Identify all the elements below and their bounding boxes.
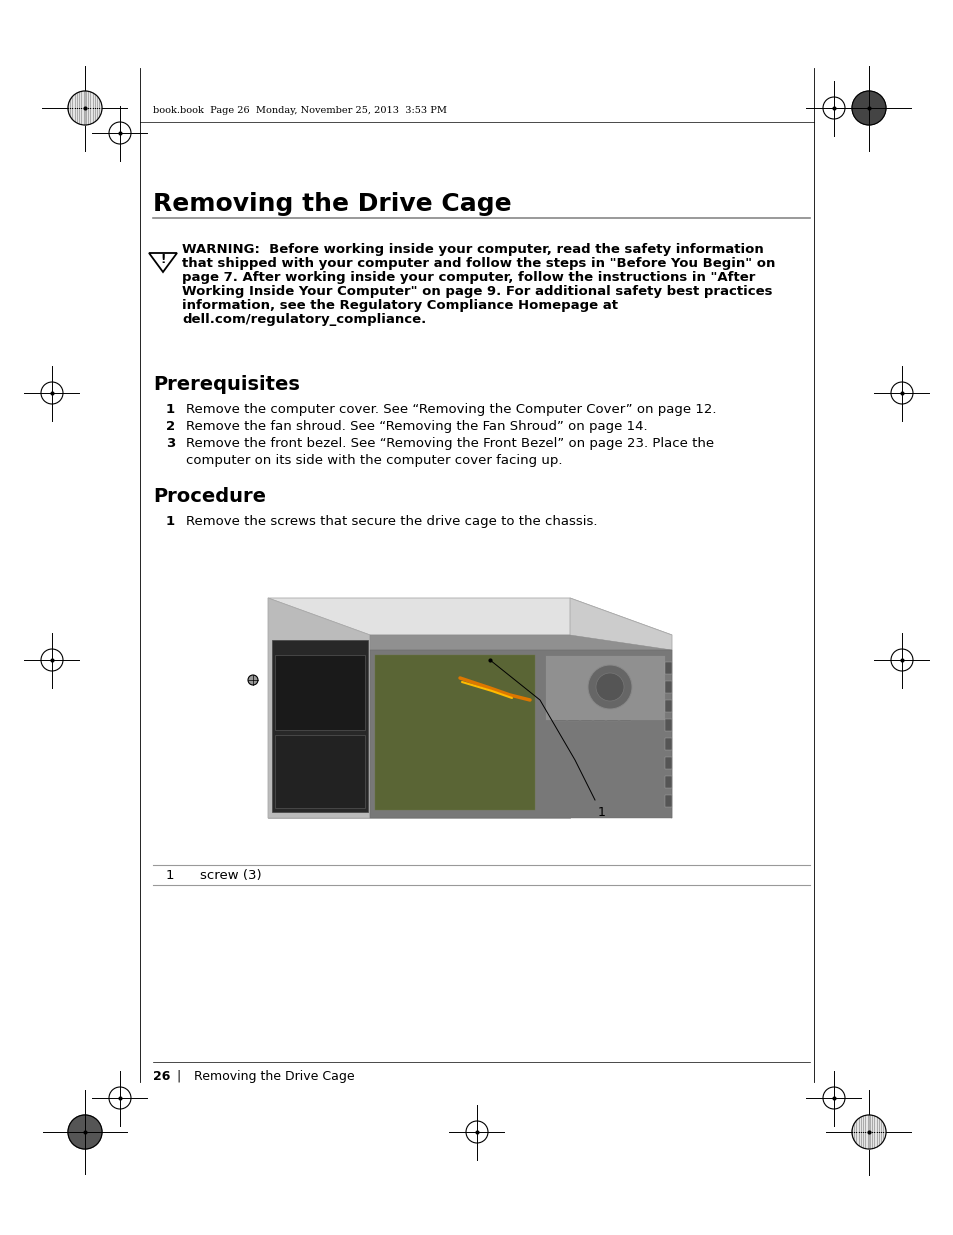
Polygon shape (544, 655, 664, 720)
Text: 1: 1 (166, 869, 174, 882)
Circle shape (851, 91, 885, 125)
Polygon shape (272, 640, 368, 811)
Bar (619, 710, 630, 721)
Bar (664, 680, 671, 693)
Bar (580, 697, 592, 708)
Text: Remove the front bezel. See “Removing the Front Bezel” on page 23. Place the: Remove the front bezel. See “Removing th… (186, 437, 714, 450)
Bar (567, 658, 578, 669)
Text: Remove the computer cover. See “Removing the Computer Cover” on page 12.: Remove the computer cover. See “Removing… (186, 403, 716, 416)
Text: 2: 2 (166, 420, 175, 433)
Text: dell.com/regulatory_compliance.: dell.com/regulatory_compliance. (182, 312, 426, 326)
Bar (594, 684, 604, 695)
Bar (619, 697, 630, 708)
Polygon shape (370, 650, 671, 818)
Text: |: | (175, 1070, 180, 1083)
Bar (594, 697, 604, 708)
Text: Removing the Drive Cage: Removing the Drive Cage (152, 191, 511, 216)
Bar (555, 671, 565, 682)
Bar (580, 671, 592, 682)
Text: page 7. After working inside your computer, follow the instructions in "After: page 7. After working inside your comput… (182, 270, 755, 284)
Polygon shape (268, 635, 569, 818)
Bar (606, 697, 618, 708)
Text: Remove the screws that secure the drive cage to the chassis.: Remove the screws that secure the drive … (186, 515, 597, 529)
Text: !: ! (160, 253, 166, 266)
Polygon shape (274, 735, 365, 808)
Bar (606, 671, 618, 682)
Bar (619, 671, 630, 682)
Bar (594, 671, 604, 682)
Polygon shape (851, 1115, 885, 1149)
Polygon shape (68, 91, 102, 125)
Polygon shape (268, 598, 671, 635)
Polygon shape (268, 598, 370, 818)
Text: information, see the Regulatory Compliance Homepage at: information, see the Regulatory Complian… (182, 299, 618, 312)
Circle shape (596, 673, 623, 701)
Bar (594, 710, 604, 721)
Circle shape (587, 664, 631, 709)
Bar (555, 658, 565, 669)
Text: screw (3): screw (3) (200, 869, 261, 882)
Text: 1: 1 (598, 806, 605, 819)
Bar (567, 710, 578, 721)
Bar (664, 739, 671, 750)
Circle shape (248, 676, 257, 685)
Bar (606, 658, 618, 669)
Bar (580, 684, 592, 695)
Bar (580, 658, 592, 669)
Bar (664, 776, 671, 788)
Text: WARNING:  Before working inside your computer, read the safety information: WARNING: Before working inside your comp… (182, 243, 763, 256)
Bar (606, 710, 618, 721)
Text: 1: 1 (166, 515, 175, 529)
Bar (664, 719, 671, 731)
Bar (664, 700, 671, 713)
Bar (567, 684, 578, 695)
Bar (664, 795, 671, 806)
Bar (555, 710, 565, 721)
Bar (555, 697, 565, 708)
Text: 1: 1 (166, 403, 175, 416)
Text: Remove the fan shroud. See “Removing the Fan Shroud” on page 14.: Remove the fan shroud. See “Removing the… (186, 420, 647, 433)
Bar (664, 757, 671, 769)
Bar (619, 658, 630, 669)
Text: Removing the Drive Cage: Removing the Drive Cage (193, 1070, 355, 1083)
Text: Working Inside Your Computer" on page 9. For additional safety best practices: Working Inside Your Computer" on page 9.… (182, 285, 772, 298)
Text: 26: 26 (152, 1070, 171, 1083)
Bar (619, 684, 630, 695)
Bar (555, 684, 565, 695)
Bar (606, 684, 618, 695)
Bar (594, 658, 604, 669)
Bar (580, 710, 592, 721)
Bar (567, 671, 578, 682)
Text: book.book  Page 26  Monday, November 25, 2013  3:53 PM: book.book Page 26 Monday, November 25, 2… (152, 106, 447, 115)
Bar (567, 697, 578, 708)
Text: computer on its side with the computer cover facing up.: computer on its side with the computer c… (186, 454, 562, 467)
Polygon shape (370, 635, 671, 650)
Text: Prerequisites: Prerequisites (152, 375, 299, 394)
Polygon shape (569, 598, 671, 818)
Bar (664, 662, 671, 674)
Text: 3: 3 (166, 437, 175, 450)
Polygon shape (274, 655, 365, 730)
Polygon shape (375, 655, 535, 810)
Circle shape (68, 1115, 102, 1149)
Text: that shipped with your computer and follow the steps in "Before You Begin" on: that shipped with your computer and foll… (182, 257, 775, 270)
Text: Procedure: Procedure (152, 487, 266, 506)
